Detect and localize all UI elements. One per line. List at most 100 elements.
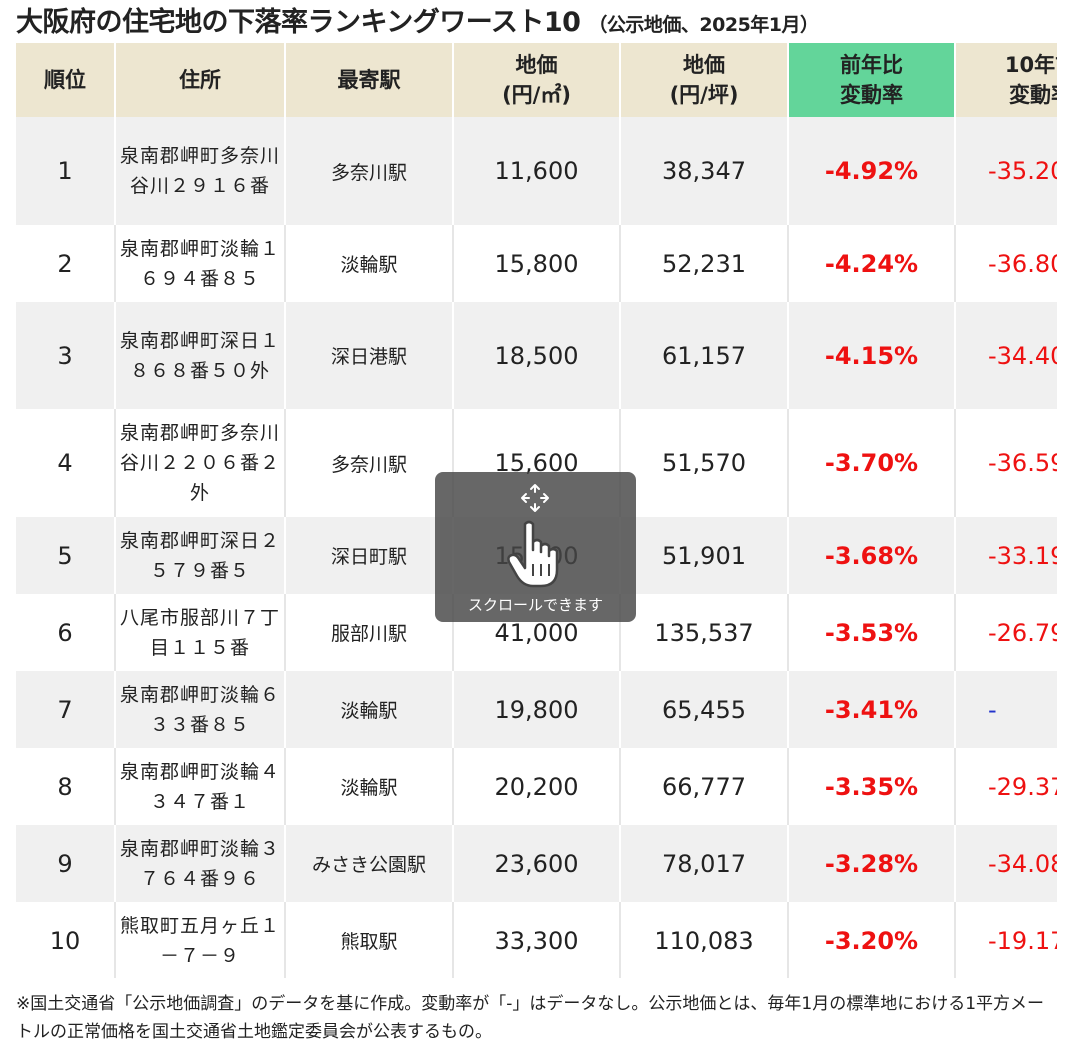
address-cell: 泉南郡岬町淡輪１６９４番８５ [115,225,286,302]
header-price-tsubo-line2: (円/坪) [669,83,739,107]
rank-cell: 9 [16,825,116,902]
price-sqm-cell: 11,600 [453,117,621,225]
header-yoy-line1: 前年比 [840,53,903,77]
station-cell: 多奈川駅 [285,409,454,517]
ten-year-change-cell: -26.79% [955,594,1057,671]
address-cell: 泉南郡岬町多奈川谷川２９１６番 [115,117,286,225]
title-sub: （公示地価、2025年1月） [588,14,819,36]
yoy-change-cell: -3.41% [788,671,956,748]
ranking-table: 順位 住所 最寄駅 地価 (円/㎡) 地価 (円/坪) 前年比 変動率 10年前 [16,43,1057,978]
ten-year-change-cell: -19.17% [955,902,1057,978]
rank-cell: 6 [16,594,116,671]
ten-year-change-cell: -36.59% [955,409,1057,517]
header-yoy-change: 前年比 変動率 [788,43,956,117]
ten-year-change-cell: -33.19% [955,517,1057,594]
yoy-change-cell: -4.92% [788,117,956,225]
header-ten-line2: 変動率 [1009,83,1057,107]
address-cell: 熊取町五月ヶ丘１－７－９ [115,902,286,978]
yoy-change-cell: -3.28% [788,825,956,902]
rank-cell: 1 [16,117,116,225]
table-row: 9 泉南郡岬町淡輪３７６４番９６ みさき公園駅 23,600 78,017 -3.28% -… [16,825,1057,902]
yoy-change-cell: -3.68% [788,517,956,594]
move-arrows-icon [515,478,555,522]
header-price-sqm-line1: 地価 [515,53,558,77]
station-cell: 多奈川駅 [285,117,454,225]
header-address: 住所 [115,43,286,117]
scroll-hint-label: スクロールできます [467,596,603,614]
address-cell: 泉南郡岬町淡輪６３３番８５ [115,671,286,748]
header-yoy-line2: 変動率 [840,83,903,107]
station-cell: 淡輪駅 [285,748,454,825]
header-ten-line1: 10年前 [1004,53,1057,77]
rank-cell: 10 [16,902,116,978]
price-sqm-cell: 19,800 [453,671,621,748]
scroll-hint-overlay[interactable]: スクロールできます [435,472,636,622]
table-row: 4 泉南郡岬町多奈川谷川２２０６番２外 多奈川駅 15,600 51,570 -3.70%… [16,409,1057,517]
address-cell: 泉南郡岬町深日１８６８番５０外 [115,302,286,409]
yoy-change-cell: -3.20% [788,902,956,978]
station-cell: みさき公園駅 [285,825,454,902]
header-rank: 順位 [16,43,116,117]
title-main: 大阪府の住宅地の下落率ランキングワースト10 [16,7,581,38]
station-cell: 深日港駅 [285,302,454,409]
pointer-hand-icon [503,518,565,594]
price-tsubo-cell: 51,901 [620,517,789,594]
rank-cell: 4 [16,409,116,517]
table-row: 8 泉南郡岬町淡輪４３４７番１ 淡輪駅 20,200 66,777 -3.35% -29.3… [16,748,1057,825]
ten-year-change-cell: -29.37% [955,748,1057,825]
price-tsubo-cell: 61,157 [620,302,789,409]
ten-year-change-cell: -34.40% [955,302,1057,409]
header-station: 最寄駅 [285,43,454,117]
address-cell: 泉南郡岬町淡輪４３４７番１ [115,748,286,825]
header-ten-year-change: 10年前 変動率 [955,43,1057,117]
station-cell: 服部川駅 [285,594,454,671]
price-sqm-cell: 23,600 [453,825,621,902]
address-cell: 泉南郡岬町深日２５７９番５ [115,517,286,594]
table-row: 3 泉南郡岬町深日１８６８番５０外 深日港駅 18,500 61,157 -4.15% -3… [16,302,1057,409]
table-row: 1 泉南郡岬町多奈川谷川２９１６番 多奈川駅 11,600 38,347 -4.92% -3… [16,117,1057,225]
price-tsubo-cell: 66,777 [620,748,789,825]
ten-year-change-cell: -35.20% [955,117,1057,225]
address-cell: 泉南郡岬町多奈川谷川２２０６番２外 [115,409,286,517]
station-cell: 深日町駅 [285,517,454,594]
address-cell: 八尾市服部川７丁目１１５番 [115,594,286,671]
price-tsubo-cell: 78,017 [620,825,789,902]
rank-cell: 8 [16,748,116,825]
yoy-change-cell: -4.15% [788,302,956,409]
table-row: 7 泉南郡岬町淡輪６３３番８５ 淡輪駅 19,800 65,455 -3.41% - [16,671,1057,748]
price-sqm-cell: 18,500 [453,302,621,409]
address-cell: 泉南郡岬町淡輪３７６４番９６ [115,825,286,902]
rank-cell: 2 [16,225,116,302]
table-header-row: 順位 住所 最寄駅 地価 (円/㎡) 地価 (円/坪) 前年比 変動率 10年前 [16,43,1057,117]
price-sqm-cell: 33,300 [453,902,621,978]
header-price-sqm-line2: (円/㎡) [502,83,571,107]
price-tsubo-cell: 38,347 [620,117,789,225]
ranking-table-scroll-area[interactable]: 順位 住所 最寄駅 地価 (円/㎡) 地価 (円/坪) 前年比 変動率 10年前 [16,43,1057,978]
footnote: ※国土交通省「公示地価調査」のデータを基に作成。変動率が「-」はデータなし。公示… [16,994,1045,1042]
table-row: 5泉南郡岬町深日２５７９番５深日町駅15,70051,901-3.68%-33.… [16,517,1057,594]
ten-year-change-cell: - [955,671,1057,748]
rank-cell: 7 [16,671,116,748]
header-price-sqm: 地価 (円/㎡) [453,43,621,117]
price-tsubo-cell: 65,455 [620,671,789,748]
table-row: 10 熊取町五月ヶ丘１－７－９ 熊取駅 33,300 110,083 -3.20% -19.… [16,902,1057,978]
page-title: 大阪府の住宅地の下落率ランキングワースト10 （公示地価、2025年1月） [16,4,819,42]
price-sqm-cell: 20,200 [453,748,621,825]
price-sqm-cell: 15,800 [453,225,621,302]
ten-year-change-cell: -34.08% [955,825,1057,902]
station-cell: 淡輪駅 [285,671,454,748]
header-price-tsubo: 地価 (円/坪) [620,43,789,117]
price-tsubo-cell: 51,570 [620,409,789,517]
price-tsubo-cell: 52,231 [620,225,789,302]
price-tsubo-cell: 110,083 [620,902,789,978]
table-row: 2 泉南郡岬町淡輪１６９４番８５ 淡輪駅 15,800 52,231 -4.24% -36.… [16,225,1057,302]
yoy-change-cell: -3.35% [788,748,956,825]
table-row: 6 八尾市服部川７丁目１１５番 服部川駅 41,000 135,537 -3.53% -26… [16,594,1057,671]
yoy-change-cell: -3.70% [788,409,956,517]
ten-year-change-cell: -36.80% [955,225,1057,302]
rank-cell: 3 [16,302,116,409]
table-body: 1 泉南郡岬町多奈川谷川２９１６番 多奈川駅 11,600 38,347 -4.92% -3… [16,117,1057,978]
yoy-change-cell: -3.53% [788,594,956,671]
yoy-change-cell: -4.24% [788,225,956,302]
price-tsubo-cell: 135,537 [620,594,789,671]
